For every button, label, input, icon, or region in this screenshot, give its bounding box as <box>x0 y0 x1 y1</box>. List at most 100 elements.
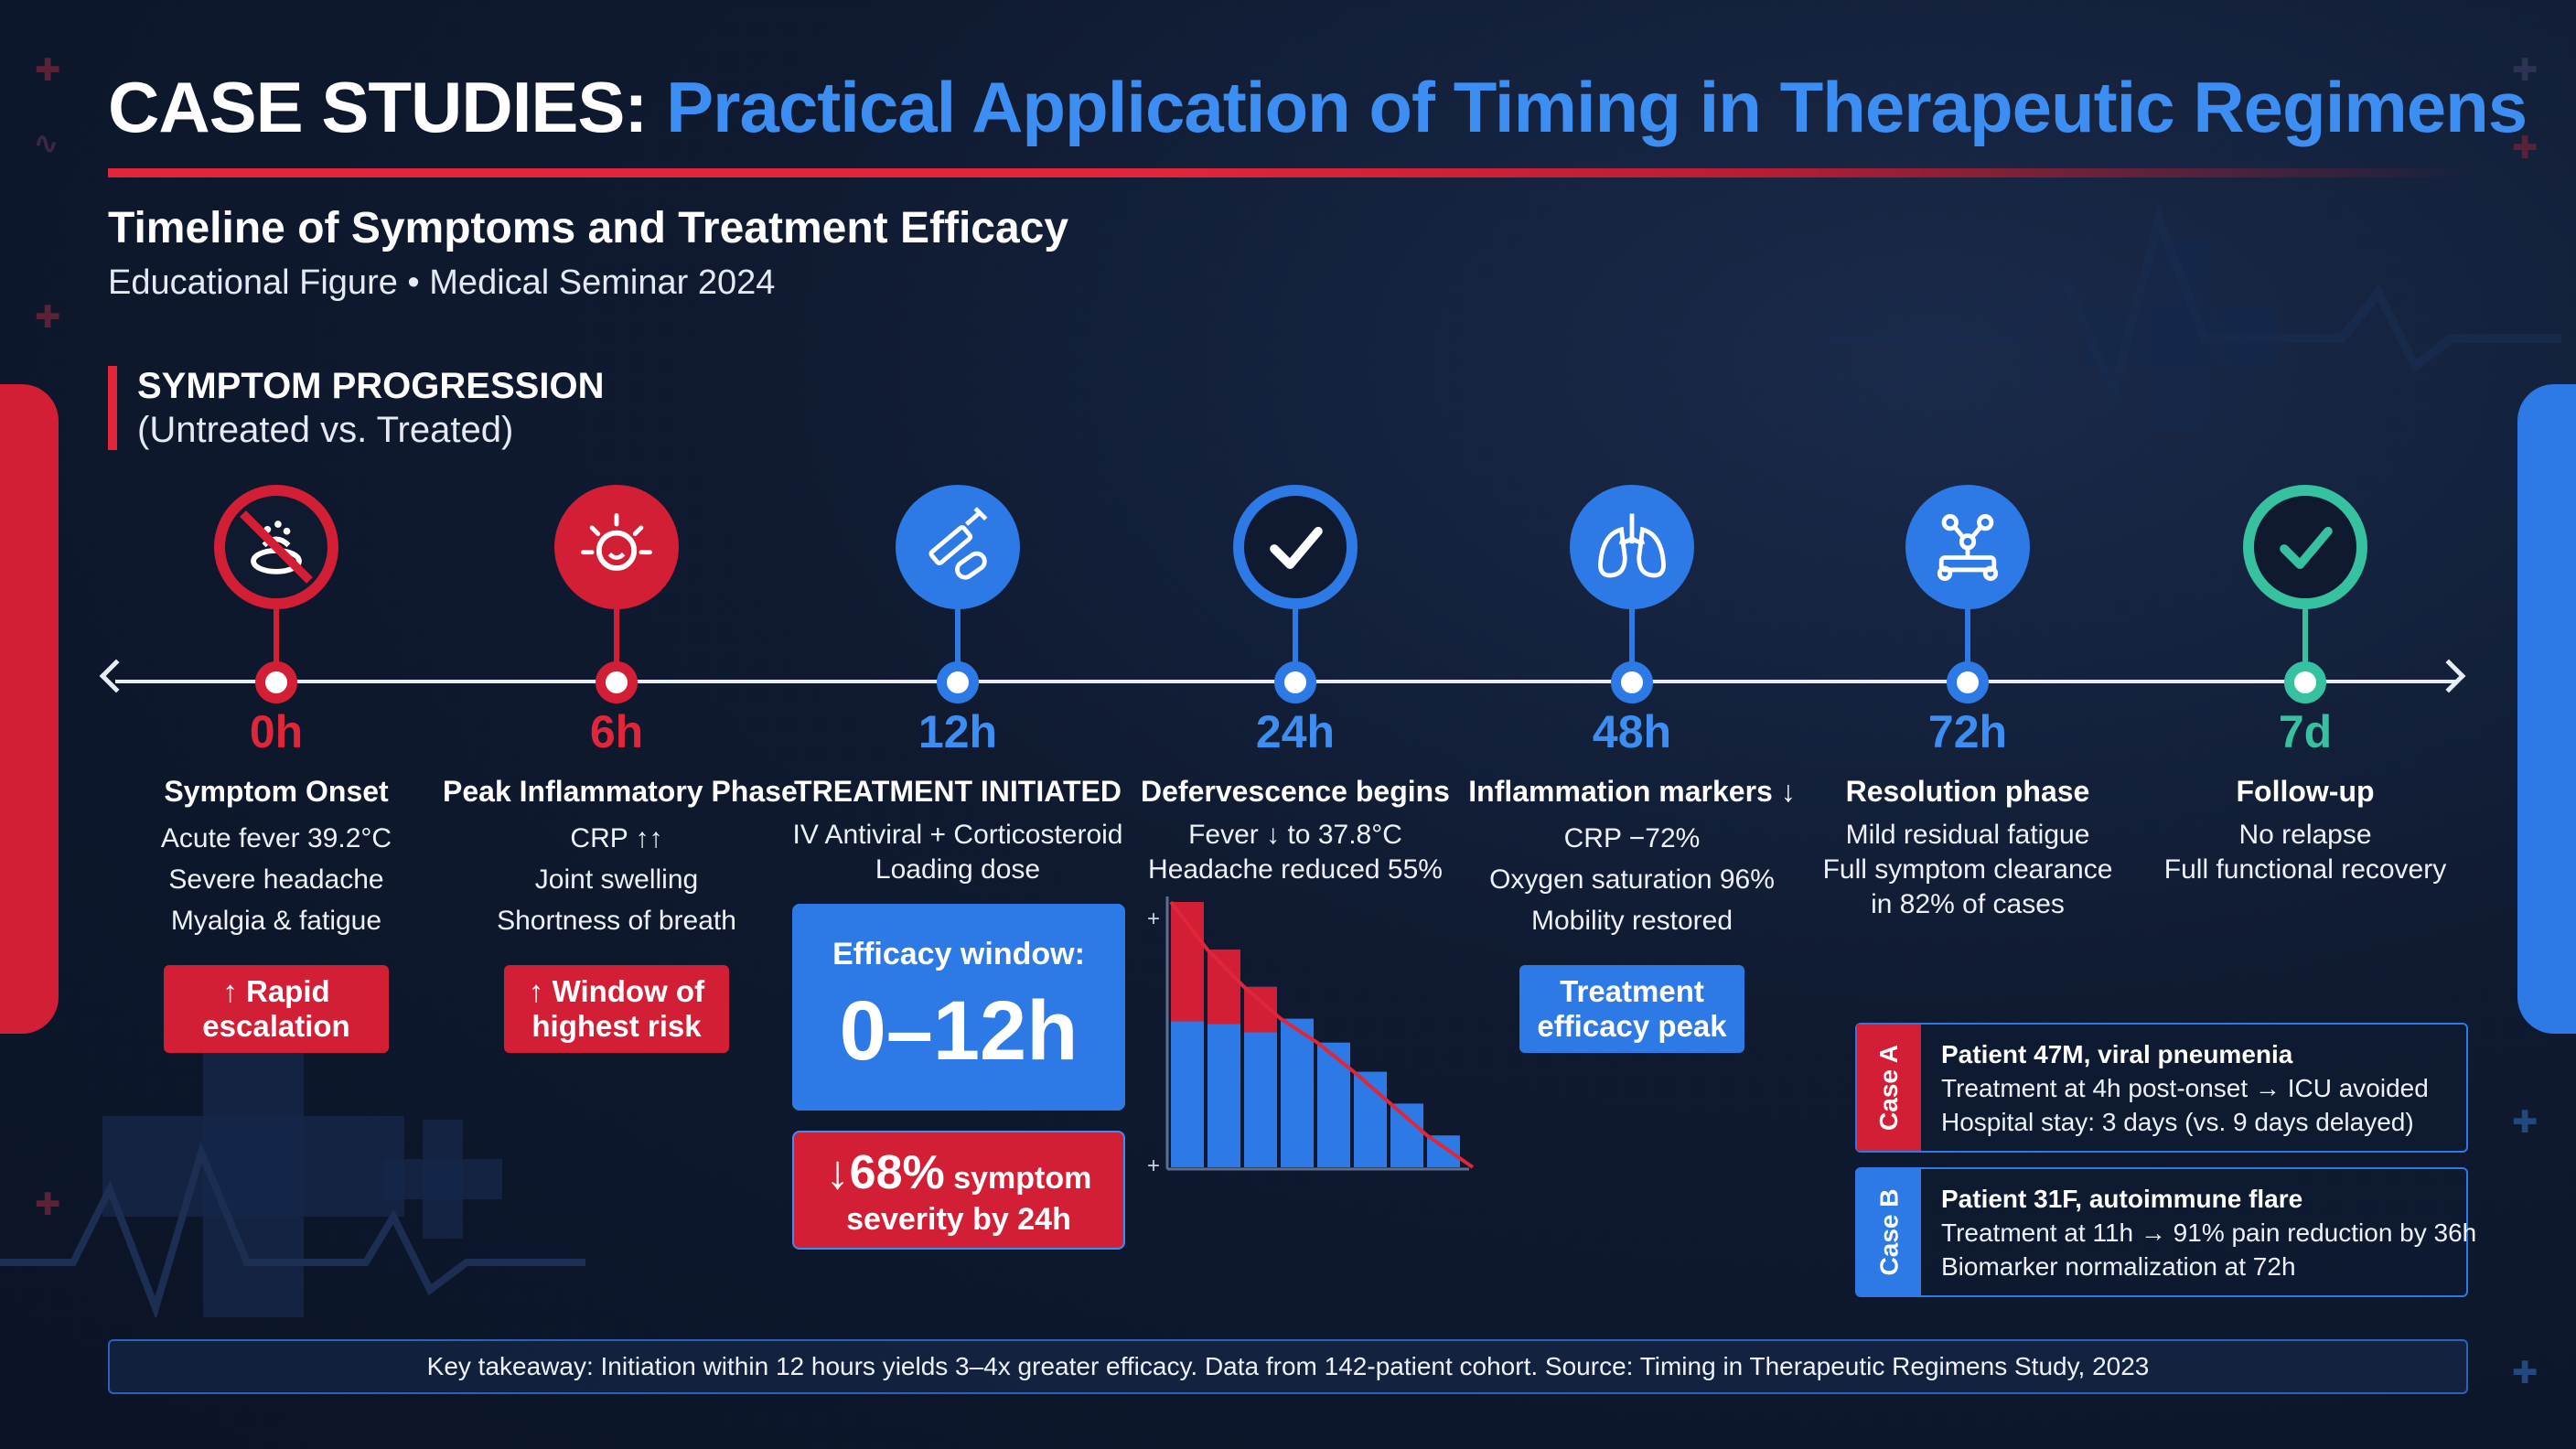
lungs-icon <box>1570 485 1694 609</box>
efficacy-window-box: Efficacy window: 0–12h <box>792 904 1125 1111</box>
timeline-node <box>596 661 638 703</box>
step-heading: Symptom Onset <box>164 775 389 808</box>
step-detail: IV Antiviral + Corticosteroid <box>792 820 1123 850</box>
bg-plus-icon: ✚ <box>2512 1356 2538 1390</box>
case-line: Treatment at 11h → 91% pain reduction by… <box>1941 1218 2477 1247</box>
section-subtitle: (Untreated vs. Treated) <box>137 410 514 450</box>
timeline-step-72h: 72h Resolution phase Mild residual fatig… <box>1794 485 2141 922</box>
bg-plus-icon: ✚ <box>2512 1105 2538 1140</box>
checkmark-icon <box>1233 485 1358 609</box>
efficacy-value: 0–12h <box>839 984 1079 1078</box>
step-heading: Resolution phase <box>1845 775 2090 808</box>
step-detail: Full functional recovery <box>2163 854 2447 885</box>
step-detail: Myalgia & fatigue <box>170 906 382 936</box>
timeline-step-24h: 24h Defervescence begins Fever ↓ to 37.8… <box>1122 485 1469 887</box>
case-title: Patient 31F, autoimmune flare <box>1941 1185 2303 1213</box>
case-line: Hospital stay: 3 days (vs. 9 days delaye… <box>1941 1108 2414 1136</box>
timeline-step-6h: 6h Peak Inflammatory Phase CRP ↑↑ Joint … <box>443 485 798 1053</box>
no-fever-icon <box>214 485 338 609</box>
step-detail: Joint swelling <box>534 864 699 895</box>
case-tab-label: Case B <box>1874 1188 1903 1276</box>
bg-plus-icon: ✚ <box>2512 53 2538 88</box>
check-circle-icon <box>2243 485 2367 609</box>
chart-bar-red-segment <box>1208 950 1240 1025</box>
chart-bar <box>1317 1042 1350 1167</box>
figure-subtitle: Timeline of Symptoms and Treatment Effic… <box>108 204 1069 252</box>
axis-plus-label: + <box>1147 1154 1160 1178</box>
step-detail: Oxygen saturation 96% <box>1489 864 1775 895</box>
case-tab-label: Case A <box>1874 1045 1903 1131</box>
case-card-a: Case A Patient 47M, viral pneumenia Trea… <box>1855 1023 2468 1153</box>
section-marker <box>108 366 117 450</box>
timeline-step-0h: 0h Symptom Onset Acute fever 39.2°C Seve… <box>102 485 450 1053</box>
bg-heartbeat-line <box>1830 204 2561 408</box>
timeline-step-12h: 12h TREATMENT INITIATED IV Antiviral + C… <box>784 485 1132 887</box>
decline-mini-chart: + + <box>1147 896 1475 1178</box>
case-title: Patient 47M, viral pneumenia <box>1941 1040 2293 1068</box>
case-tab: Case A <box>1857 1025 1921 1151</box>
reduction-value: 68% <box>849 1146 945 1199</box>
axis-plus-label: + <box>1147 907 1160 931</box>
chart-bar <box>1390 1103 1423 1167</box>
bg-plus-icon: ✚ <box>35 1187 61 1222</box>
reduction-text: symptom <box>953 1161 1092 1196</box>
title-divider <box>108 168 2468 177</box>
step-time: 48h <box>1592 706 1672 757</box>
timeline-step-7d: 7d Follow-up No relapse Full functional … <box>2131 485 2479 887</box>
reduction-line2: severity by 24h <box>846 1202 1071 1237</box>
case-line: Treatment at 4h post-onset → ICU avoided <box>1941 1074 2429 1102</box>
severity-reduction-box: ↓68% symptom severity by 24h <box>792 1131 1125 1250</box>
timeline-step-48h: 48h Inflammation markers ↓ CRP −72% Oxyg… <box>1458 485 1806 1053</box>
step-time: 72h <box>1927 706 2008 757</box>
step-detail: Shortness of breath <box>497 906 736 936</box>
step-time: 12h <box>918 706 998 757</box>
step-heading: Peak Inflammatory Phase <box>443 775 798 808</box>
key-takeaway-footer: Key takeaway: Initiation within 12 hours… <box>108 1339 2468 1394</box>
step-badge: ↑ Window of highest risk <box>504 965 729 1053</box>
step-detail: No relapse <box>2238 820 2372 850</box>
figure-subline: Educational Figure • Medical Seminar 202… <box>108 263 776 302</box>
bg-cross-shape <box>102 1116 404 1217</box>
step-heading: Defervescence begins <box>1141 775 1450 808</box>
step-detail: CRP −72% <box>1563 823 1701 853</box>
left-edge-accent <box>0 384 59 1034</box>
page-title: CASE STUDIES: Practical Application of T… <box>108 66 2528 149</box>
step-time: 24h <box>1255 706 1336 757</box>
step-detail: Severe headache <box>168 864 384 895</box>
inflammation-icon <box>554 485 679 609</box>
bg-plus-icon: ✚ <box>35 53 61 88</box>
step-detail: Fever ↓ to 37.8°C <box>1188 820 1402 850</box>
case-tab: Case B <box>1857 1169 1921 1295</box>
step-detail: Headache reduced 55% <box>1148 854 1443 885</box>
section-title: SYMPTOM PROGRESSION <box>137 366 605 406</box>
step-heading: TREATMENT INITIATED <box>794 775 1122 808</box>
step-detail: Loading dose <box>875 854 1041 885</box>
bg-heartbeat-line <box>0 1142 585 1317</box>
efficacy-label: Efficacy window: <box>832 937 1085 971</box>
molecule-icon <box>1905 485 2030 609</box>
timeline-node <box>1274 661 1316 703</box>
step-detail: CRP ↑↑ <box>570 823 663 853</box>
step-badge: ↑ Rapid escalation <box>164 965 389 1053</box>
step-badge: Treatment efficacy peak <box>1519 965 1744 1053</box>
step-detail: Mild residual fatigue <box>1845 820 2090 850</box>
bg-plus-icon: ✚ <box>2512 131 2538 166</box>
timeline-node <box>937 661 979 703</box>
bg-plus-icon: ✚ <box>35 300 61 335</box>
step-detail: Full symptom clearance <box>1822 854 2113 885</box>
step-detail: in 82% of cases <box>1871 889 2065 919</box>
step-time: 7d <box>2278 706 2333 757</box>
decline-curve <box>1169 900 1475 1169</box>
timeline-node <box>2284 661 2326 703</box>
step-heading: Follow-up <box>2236 775 2375 808</box>
step-time: 0h <box>249 706 304 757</box>
down-arrow-icon: ↓ <box>825 1146 850 1199</box>
right-edge-accent <box>2517 384 2576 1034</box>
chart-bar <box>1281 1018 1314 1167</box>
step-detail: Acute fever 39.2°C <box>160 823 392 853</box>
step-detail: Mobility restored <box>1530 906 1733 936</box>
step-time: 6h <box>589 706 644 757</box>
step-heading: Inflammation markers ↓ <box>1468 775 1796 808</box>
title-accent: Practical Application of Timing in Thera… <box>666 67 2528 147</box>
bg-cross-shape <box>383 1159 502 1199</box>
